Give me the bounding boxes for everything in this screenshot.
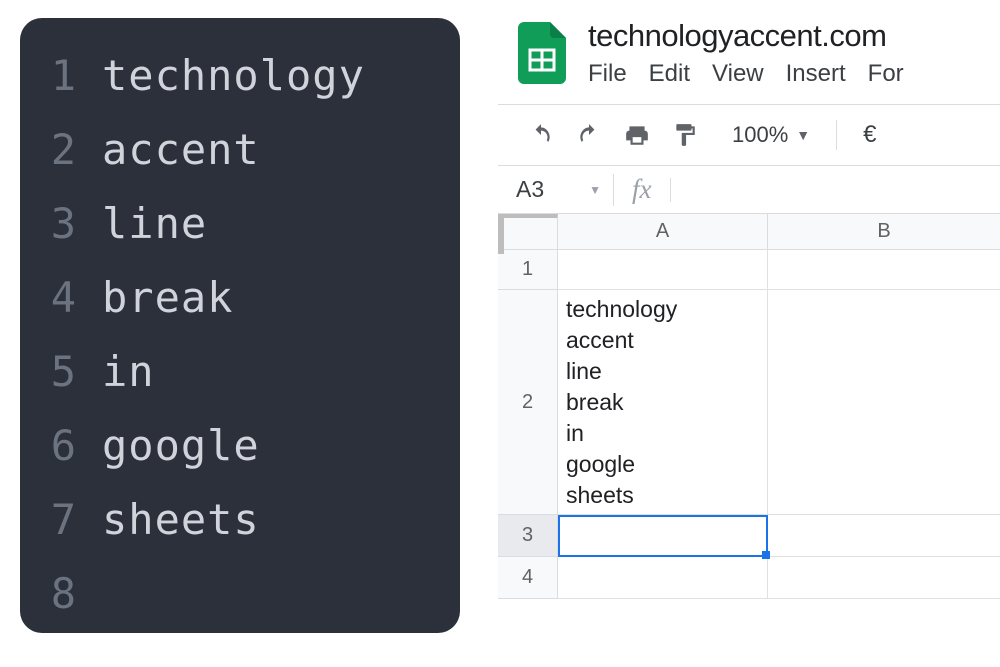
toolbar-separator [836, 120, 837, 150]
sheets-title-area: technologyaccent.com File Edit View Inse… [588, 18, 904, 88]
line-number: 5 [20, 347, 102, 396]
row-header-4[interactable]: 4 [498, 557, 558, 599]
line-content[interactable]: sheets [102, 495, 260, 544]
currency-format-button[interactable]: € [863, 121, 876, 149]
cell-B3[interactable] [768, 515, 1000, 557]
code-line: 5 in [20, 334, 460, 408]
row-header-3[interactable]: 3 [498, 515, 558, 557]
table-row: 4 [498, 557, 1000, 599]
cell-A4[interactable] [558, 557, 768, 599]
code-line: 8 [20, 556, 460, 630]
line-number: 6 [20, 421, 102, 470]
code-line: 4 break [20, 260, 460, 334]
line-number: 4 [20, 273, 102, 322]
sheets-logo-icon[interactable] [518, 22, 566, 84]
cell-A1[interactable] [558, 250, 768, 290]
name-box[interactable]: A3 ▼ [498, 176, 613, 203]
code-editor: 1 technology 2 accent 3 line 4 break 5 i… [20, 18, 460, 633]
line-number: 2 [20, 125, 102, 174]
line-number: 8 [20, 569, 102, 618]
line-content[interactable]: accent [102, 125, 260, 174]
row-header-2[interactable]: 2 [498, 290, 558, 515]
code-line: 6 google [20, 408, 460, 482]
menu-insert[interactable]: Insert [786, 60, 846, 88]
code-line: 2 accent [20, 112, 460, 186]
cell-A3[interactable] [558, 515, 768, 557]
chevron-down-icon: ▼ [796, 127, 810, 143]
menu-edit[interactable]: Edit [649, 60, 690, 88]
line-content[interactable]: technology [102, 51, 365, 100]
menu-format[interactable]: For [868, 60, 904, 88]
redo-icon[interactable] [574, 120, 604, 150]
toolbar: 100% ▼ € [498, 105, 1000, 165]
name-box-value: A3 [516, 176, 544, 203]
cell-B4[interactable] [768, 557, 1000, 599]
zoom-dropdown[interactable]: 100% ▼ [732, 122, 810, 148]
paint-format-icon[interactable] [670, 120, 700, 150]
print-icon[interactable] [622, 120, 652, 150]
line-content[interactable]: break [102, 273, 233, 322]
line-content[interactable]: line [102, 199, 207, 248]
row-header-1[interactable]: 1 [498, 250, 558, 290]
column-header-row: A B [498, 214, 1000, 250]
code-line: 7 sheets [20, 482, 460, 556]
menu-file[interactable]: File [588, 60, 627, 88]
menu-view[interactable]: View [712, 60, 764, 88]
formula-bar: A3 ▼ fx [498, 166, 1000, 214]
table-row: 3 [498, 515, 1000, 557]
line-number: 3 [20, 199, 102, 248]
undo-icon[interactable] [526, 120, 556, 150]
table-row: 2 technology accent line break in google… [498, 290, 1000, 515]
code-line: 1 technology [20, 38, 460, 112]
code-line: 3 line [20, 186, 460, 260]
chevron-down-icon: ▼ [589, 183, 601, 197]
column-header-B[interactable]: B [768, 214, 1000, 250]
formula-input[interactable] [671, 166, 1000, 213]
select-all-corner[interactable] [498, 214, 558, 250]
line-number: 1 [20, 51, 102, 100]
cell-B1[interactable] [768, 250, 1000, 290]
cell-A2[interactable]: technology accent line break in google s… [558, 290, 768, 515]
cell-B2[interactable] [768, 290, 1000, 515]
column-header-A[interactable]: A [558, 214, 768, 250]
line-content[interactable]: in [102, 347, 155, 396]
fx-label: fx [614, 174, 670, 205]
google-sheets-window: technologyaccent.com File Edit View Inse… [498, 10, 1000, 657]
line-content[interactable]: google [102, 421, 260, 470]
table-row: 1 [498, 250, 1000, 290]
menu-bar: File Edit View Insert For [588, 60, 904, 88]
document-title[interactable]: technologyaccent.com [588, 18, 904, 54]
sheets-header: technologyaccent.com File Edit View Inse… [498, 10, 1000, 96]
zoom-value: 100% [732, 122, 788, 148]
line-number: 7 [20, 495, 102, 544]
grid-body: 1 2 technology accent line break in goog… [498, 250, 1000, 599]
